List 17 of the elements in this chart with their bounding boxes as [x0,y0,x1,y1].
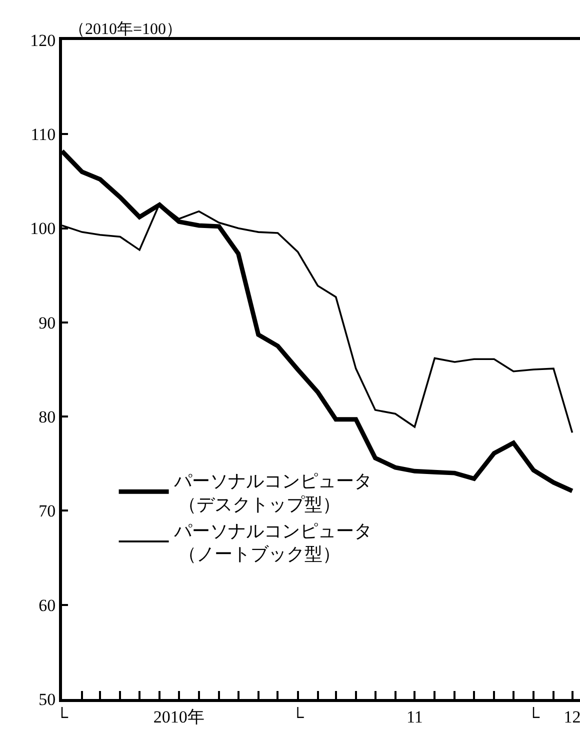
x-tick-label: └ [292,706,305,726]
legend-label: パーソナルコンピュータ（ノートブック型） [172,520,372,564]
y-tick-label: 50 [38,690,56,709]
y-axis-title: （2010年=100） [69,21,182,38]
y-tick-label: 120 [30,30,56,50]
y-tick-label: 90 [38,313,56,332]
x-tick-label: 12 [564,707,580,726]
y-tick-label: 110 [30,125,56,144]
y-tick-label: 60 [38,596,56,615]
y-tick-label: 100 [30,219,56,238]
x-tick-label: └ [527,706,540,726]
x-tick-label: └ [56,706,69,726]
x-tick-label: 2010年 [153,707,204,726]
legend-label: パーソナルコンピュータ（デスクトップ型） [172,470,372,514]
y-tick-label: 80 [38,408,56,427]
y-tick-label: 70 [38,502,56,521]
x-tick-label: 11 [406,707,423,726]
